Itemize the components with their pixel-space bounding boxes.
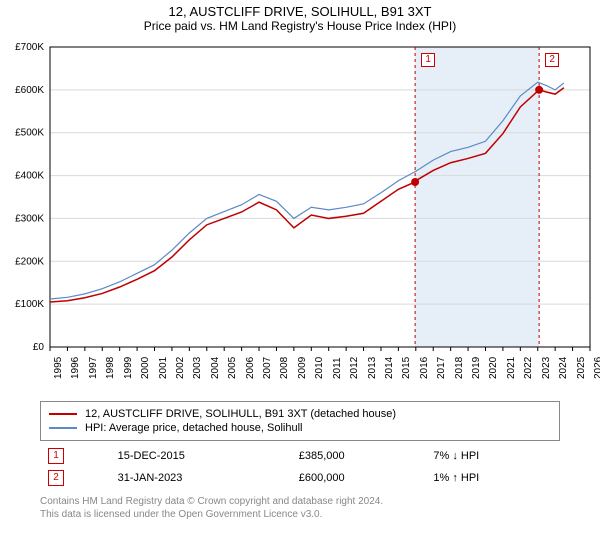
x-tick-label: 2023 [541,357,552,379]
x-tick-label: 2024 [558,357,569,379]
x-tick-label: 2026 [593,357,600,379]
chart-svg: £0 £100K £200K £300K £400K £500K £600K £700K [0,39,600,399]
sale-date: 15-DEC-2015 [110,445,291,467]
sale-price: £600,000 [291,467,426,489]
x-tick-label: 2010 [314,357,325,379]
x-tick-label: 2013 [367,357,378,379]
x-tick-label: 1998 [105,357,116,379]
x-tick-label: 2005 [227,357,238,379]
x-tick-label: 1996 [70,357,81,379]
x-tick-label: 2008 [279,357,290,379]
sale-marker-2 [535,86,543,94]
x-tick-label: 2004 [210,357,221,379]
x-tick-label: 2015 [401,357,412,379]
sale-badge: 2 [48,470,64,486]
sale-marker-badge-2: 2 [545,53,559,67]
svg-text:£200K: £200K [15,256,44,267]
svg-text:£300K: £300K [15,213,44,224]
x-tick-label: 2007 [262,357,273,379]
legend-swatch [49,427,77,429]
footer-attribution: Contains HM Land Registry data © Crown c… [40,495,560,521]
footer-line-2: This data is licensed under the Open Gov… [40,508,560,521]
root: 12, AUSTCLIFF DRIVE, SOLIHULL, B91 3XT P… [0,0,600,560]
x-tick-label: 2019 [471,357,482,379]
chart-title: 12, AUSTCLIFF DRIVE, SOLIHULL, B91 3XT [0,0,600,19]
sale-date: 31-JAN-2023 [110,467,291,489]
legend-label: 12, AUSTCLIFF DRIVE, SOLIHULL, B91 3XT (… [85,408,396,420]
sales-table: 1 15-DEC-2015£385,0007% ↓ HPI 2 31-JAN-2023… [40,445,560,489]
x-tick-label: 2003 [192,357,203,379]
chart-subtitle: Price paid vs. HM Land Registry's House … [0,19,600,39]
x-tick-label: 2001 [158,357,169,379]
x-tick-label: 2017 [436,357,447,379]
svg-text:£100K: £100K [15,299,44,310]
x-tick-label: 2002 [175,357,186,379]
sale-marker-badge-1: 1 [421,53,435,67]
legend: 12, AUSTCLIFF DRIVE, SOLIHULL, B91 3XT (… [40,401,560,441]
svg-text:£600K: £600K [15,85,44,96]
x-tick-label: 2012 [349,357,360,379]
x-tick-label: 2014 [384,357,395,379]
x-tick-label: 2006 [245,357,256,379]
sale-delta: 7% ↓ HPI [425,445,560,467]
sale-badge: 1 [48,448,64,464]
x-tick-label: 2025 [576,357,587,379]
legend-item: 12, AUSTCLIFF DRIVE, SOLIHULL, B91 3XT (… [49,408,551,420]
x-tick-label: 2021 [506,357,517,379]
svg-text:£700K: £700K [15,42,44,53]
sale-price: £385,000 [291,445,426,467]
chart-area: £0 £100K £200K £300K £400K £500K £600K £700K 199… [0,39,600,399]
legend-swatch [49,413,77,415]
x-tick-label: 2000 [140,357,151,379]
x-tick-label: 2018 [454,357,465,379]
table-row: 2 31-JAN-2023£600,0001% ↑ HPI [40,467,560,489]
x-tick-label: 1995 [53,357,64,379]
x-tick-label: 2020 [488,357,499,379]
svg-text:£0: £0 [33,342,45,353]
legend-item: HPI: Average price, detached house, Soli… [49,422,551,434]
x-tick-label: 2011 [332,357,343,379]
sale-delta: 1% ↑ HPI [425,467,560,489]
x-tick-label: 2016 [419,357,430,379]
x-tick-label: 2022 [523,357,534,379]
svg-text:£500K: £500K [15,128,44,139]
x-tick-label: 1997 [88,357,99,379]
sale-marker-1 [411,178,419,186]
svg-text:£400K: £400K [15,171,44,182]
x-tick-label: 1999 [123,357,134,379]
footer-line-1: Contains HM Land Registry data © Crown c… [40,495,560,508]
table-row: 1 15-DEC-2015£385,0007% ↓ HPI [40,445,560,467]
x-tick-label: 2009 [297,357,308,379]
legend-label: HPI: Average price, detached house, Soli… [85,422,303,434]
